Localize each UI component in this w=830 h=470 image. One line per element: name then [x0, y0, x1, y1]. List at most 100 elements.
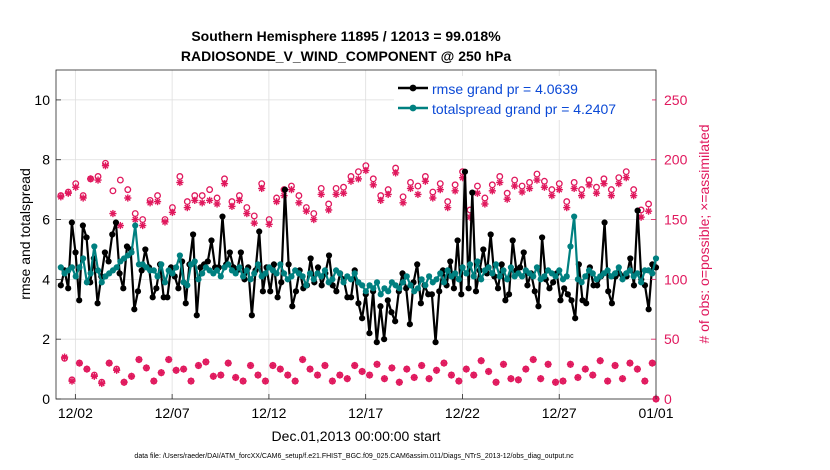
assimilated-obs-point — [109, 209, 117, 218]
rmse-point — [432, 339, 439, 346]
rmse-point — [480, 246, 487, 253]
assimilated-obs-point — [60, 353, 69, 361]
x-tick-label: 12/12 — [251, 405, 286, 421]
totalspread-point — [87, 270, 94, 277]
legend-totalspread-marker — [409, 104, 417, 112]
assimilated-obs-point — [518, 188, 526, 196]
assimilated-obs-point — [172, 366, 180, 374]
totalspread-point — [500, 267, 507, 274]
y2-tick-label: 0 — [664, 391, 672, 407]
rmse-point — [630, 282, 638, 289]
assimilated-obs-point — [302, 207, 310, 215]
rmse-point — [539, 234, 546, 241]
rmse-point — [285, 261, 292, 268]
assimilated-obs-point — [291, 377, 299, 385]
assimilated-obs-point — [648, 359, 656, 367]
assimilated-obs-point — [455, 377, 463, 385]
rmse-point — [561, 285, 568, 292]
rmse-point — [267, 288, 274, 295]
assimilated-obs-point — [451, 187, 459, 195]
assimilated-obs-point — [600, 180, 608, 188]
rmse-point — [546, 285, 553, 292]
rmse-point — [505, 291, 513, 298]
y-tick-label: 8 — [42, 152, 50, 168]
rmse-point — [472, 288, 480, 295]
possible-obs-point — [414, 182, 422, 190]
assimilated-obs-point — [124, 194, 132, 202]
rmse-point — [450, 285, 458, 292]
assimilated-obs-point — [206, 196, 214, 205]
assimilated-obs-point — [440, 359, 448, 367]
totalspread-point — [507, 264, 515, 271]
assimilated-obs-point — [198, 199, 206, 207]
rmse-point — [189, 231, 197, 238]
legend: rmse grand pr = 4.0639 totalspread grand… — [394, 76, 652, 120]
y-tick-label: 6 — [42, 212, 50, 228]
totalspread-point — [552, 273, 559, 280]
rmse-point — [564, 291, 571, 298]
assimilated-obs-point — [313, 371, 322, 379]
totalspread-point — [217, 273, 224, 280]
totalspread-point — [158, 261, 165, 268]
assimilated-obs-point — [485, 367, 493, 376]
assimilated-obs-point — [150, 377, 158, 385]
rmse-point — [307, 255, 314, 262]
totalspread-point — [362, 288, 369, 295]
totalspread-point — [303, 282, 310, 289]
totalspread-point — [541, 273, 548, 280]
totalspread-point — [359, 282, 366, 289]
rmse-point — [138, 267, 145, 274]
totalspread-point — [72, 273, 79, 280]
assimilated-obs-point — [72, 183, 80, 191]
rmse-point — [131, 306, 138, 313]
totalspread-point — [280, 270, 288, 277]
assimilated-obs-point — [328, 377, 336, 385]
totalspread-point — [396, 285, 403, 292]
assimilated-obs-point — [488, 187, 496, 195]
rmse-point — [333, 288, 340, 295]
assimilated-obs-point — [618, 375, 627, 383]
assimilated-obs-point — [317, 190, 325, 199]
totalspread-point — [470, 273, 477, 280]
totalspread-point — [455, 276, 462, 283]
totalspread-point — [68, 264, 76, 271]
totalspread-point — [318, 273, 325, 280]
assimilated-obs-point — [295, 199, 303, 207]
assimilated-obs-point — [641, 377, 649, 385]
totalspread-point — [306, 270, 314, 277]
totalspread-point — [321, 267, 329, 274]
assimilated-obs-point — [607, 192, 615, 200]
assimilated-obs-point — [529, 355, 537, 364]
assimilated-obs-point — [563, 203, 571, 212]
assimilated-obs-point — [540, 183, 549, 191]
totalspread-point — [154, 273, 161, 280]
assimilated-obs-point — [365, 371, 374, 379]
totalspread-point — [478, 276, 485, 283]
totalspread-point — [422, 282, 429, 289]
assimilated-obs-point — [551, 378, 560, 386]
assimilated-obs-point — [470, 371, 478, 379]
rmse-point — [149, 294, 156, 301]
possible-obs-point — [206, 186, 214, 194]
rmse-point — [347, 294, 355, 301]
assimilated-obs-point — [332, 190, 340, 199]
assimilated-obs-point — [194, 361, 203, 370]
possible-obs-point — [124, 186, 132, 194]
totalspread-point — [176, 252, 183, 259]
assimilated-obs-point — [570, 184, 578, 193]
rmse-point — [458, 291, 465, 298]
assimilated-obs-point — [113, 366, 121, 374]
totalspread-point — [351, 270, 358, 277]
assimilated-obs-point — [246, 361, 255, 370]
rmse-point — [428, 291, 435, 298]
totalspread-point — [80, 255, 87, 262]
plot-frame — [55, 69, 657, 400]
rmse-point — [120, 285, 127, 292]
totalspread-point — [373, 279, 381, 286]
assimilated-obs-point — [68, 377, 76, 385]
totalspread-point — [459, 264, 466, 271]
totalspread-point — [385, 288, 392, 295]
rmse-point — [634, 207, 641, 214]
assimilated-obs-point — [146, 199, 154, 207]
rmse-point — [520, 249, 527, 256]
